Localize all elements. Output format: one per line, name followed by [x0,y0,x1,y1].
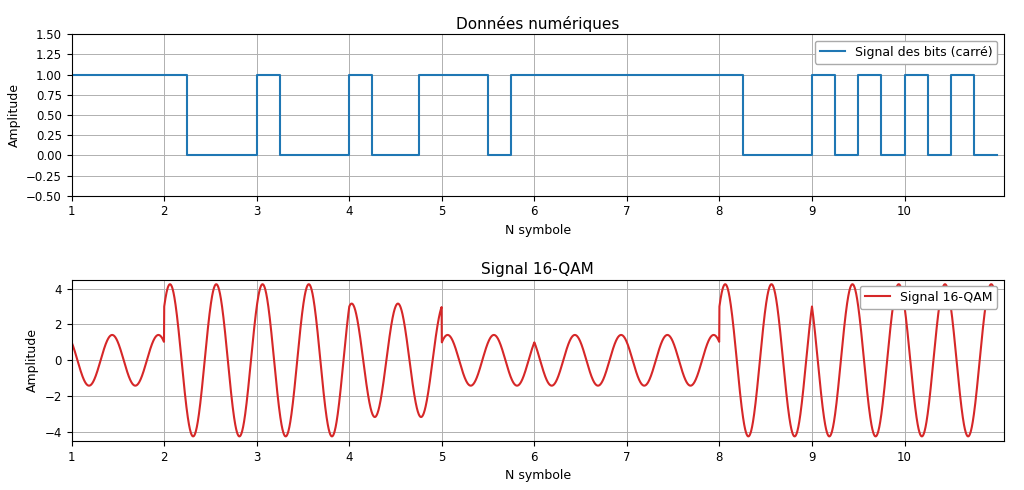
Signal 16-QAM [462,381,474,387]
Signal 16-QAM [990,302,1002,308]
Signal des bits (carré) [667,72,679,77]
Title: Signal 16-QAM: Signal 16-QAM [481,262,594,277]
X-axis label: N symbole: N symbole [505,224,570,237]
Signal des bits (carré) [644,72,656,77]
Signal des bits (carré) [482,152,495,158]
Signal des bits (carré) [181,152,194,158]
Y-axis label: Amplitude: Amplitude [26,328,39,392]
Signal 16-QAM [506,376,518,382]
Signal 16-QAM [187,434,200,440]
Signal 16-QAM [455,363,467,369]
Signal 16-QAM [963,433,975,439]
Signal des bits (carré) [621,72,633,77]
Signal 16-QAM [164,281,176,287]
Title: Données numériques: Données numériques [456,16,620,32]
X-axis label: N symbole: N symbole [505,469,570,482]
Line: Signal 16-QAM: Signal 16-QAM [72,284,996,437]
Y-axis label: Amplitude: Amplitude [7,83,20,147]
Signal 16-QAM [738,421,751,427]
Signal des bits (carré) [991,152,1004,158]
Signal des bits (carré) [898,152,910,158]
Line: Signal des bits (carré): Signal des bits (carré) [72,74,997,155]
Signal 16-QAM [66,340,78,345]
Signal des bits (carré) [714,72,726,77]
Legend: Signal 16-QAM: Signal 16-QAM [860,286,997,309]
Legend: Signal des bits (carré): Signal des bits (carré) [815,41,997,64]
Signal 16-QAM [916,433,929,439]
Signal des bits (carré) [66,72,78,77]
